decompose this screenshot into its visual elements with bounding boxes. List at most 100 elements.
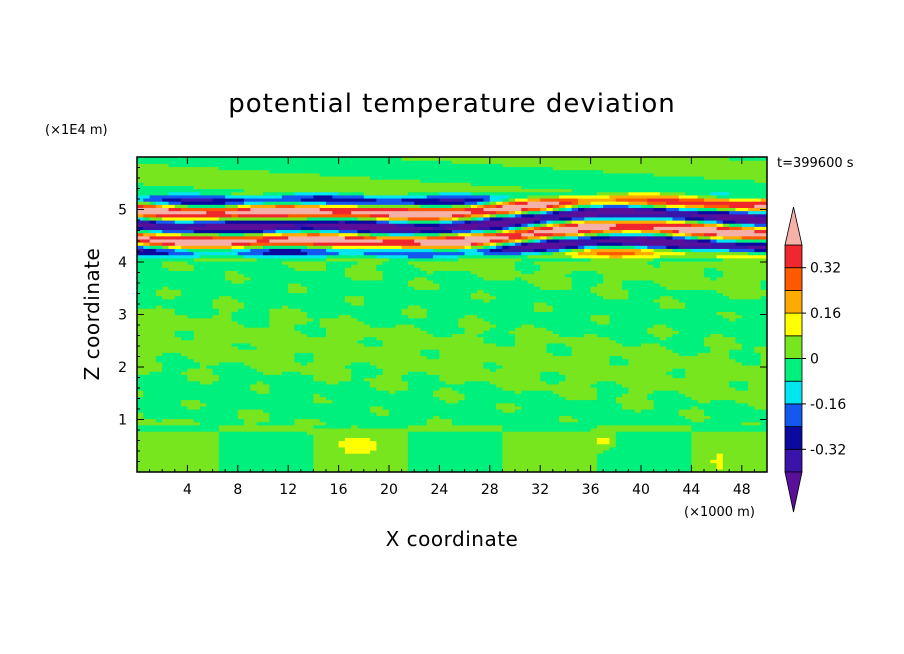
contour-cell	[187, 412, 195, 416]
contour-cell	[237, 330, 245, 334]
contour-cell	[351, 276, 359, 281]
contour-cell	[237, 371, 245, 375]
contour-cell	[407, 317, 415, 322]
contour-cell	[225, 210, 233, 215]
contour-cell	[206, 298, 214, 303]
contour-cell	[300, 358, 308, 363]
contour-cell	[250, 424, 258, 429]
contour-cell	[319, 424, 327, 429]
contour-cell	[263, 229, 270, 234]
contour-cell	[269, 465, 277, 470]
contour-cell	[338, 251, 346, 256]
contour-cell	[155, 361, 163, 366]
contour-cell	[401, 166, 409, 171]
contour-cell	[370, 308, 377, 312]
contour-cell	[187, 390, 195, 394]
contour-cell	[395, 204, 403, 208]
contour-cell	[200, 399, 207, 404]
contour-cell	[269, 242, 277, 246]
contour-cell	[231, 396, 239, 401]
contour-cell	[338, 349, 346, 353]
contour-cell	[338, 188, 346, 193]
contour-cell	[288, 172, 296, 177]
contour-cell	[193, 339, 201, 344]
contour-cell	[294, 273, 302, 278]
contour-cell	[382, 358, 390, 363]
contour-cell	[294, 163, 302, 168]
contour-cell	[263, 305, 270, 309]
contour-cell	[149, 333, 157, 338]
contour-cell	[382, 197, 390, 202]
contour-cell	[414, 226, 422, 231]
contour-cell	[149, 415, 157, 420]
contour-cell	[376, 238, 384, 243]
contour-cell	[294, 264, 302, 268]
contour-cell	[181, 459, 188, 464]
contour-cell	[313, 462, 321, 467]
contour-cell	[200, 418, 207, 423]
contour-cell	[143, 349, 151, 353]
contour-cell	[300, 368, 308, 372]
contour-cell	[294, 308, 302, 312]
contour-cell	[206, 456, 214, 460]
contour-cell	[401, 308, 409, 312]
contour-cell	[231, 216, 239, 221]
contour-cell	[275, 185, 283, 190]
contour-cell	[351, 204, 359, 208]
contour-cell	[137, 175, 144, 180]
contour-cell	[181, 194, 188, 199]
contour-cell	[332, 213, 340, 218]
contour-cell	[319, 254, 327, 259]
contour-cell	[231, 226, 239, 231]
contour-cell	[187, 254, 195, 259]
contour-cell	[395, 210, 403, 215]
contour-cell	[137, 412, 144, 416]
contour-cell	[338, 443, 346, 448]
contour-cell	[370, 364, 377, 369]
contour-cell	[401, 449, 409, 454]
contour-cell	[187, 188, 195, 193]
contour-cell	[237, 267, 245, 271]
contour-cell	[313, 232, 321, 237]
contour-cell	[269, 352, 277, 357]
contour-cell	[269, 349, 277, 353]
contour-cell	[168, 298, 176, 303]
contour-cell	[250, 431, 258, 435]
contour-cell	[187, 191, 195, 196]
contour-cell	[269, 437, 277, 442]
contour-cell	[376, 320, 384, 325]
contour-cell	[319, 364, 327, 369]
contour-cell	[319, 295, 327, 300]
contour-cell	[414, 292, 422, 297]
contour-cell	[300, 415, 308, 420]
contour-cell	[401, 443, 409, 448]
contour-cell	[288, 364, 296, 369]
contour-cell	[344, 182, 352, 186]
contour-cell	[376, 182, 384, 186]
contour-cell	[237, 459, 245, 464]
contour-cell	[307, 169, 314, 174]
contour-cell	[338, 166, 346, 171]
contour-cell	[218, 182, 226, 186]
contour-cell	[281, 449, 289, 454]
contour-cell	[319, 396, 327, 401]
contour-cell	[256, 402, 264, 407]
contour-cell	[319, 453, 327, 457]
contour-cell	[376, 443, 384, 448]
contour-cell	[319, 223, 327, 227]
contour-cell	[162, 169, 170, 174]
contour-cell	[288, 223, 296, 227]
contour-cell	[300, 175, 308, 180]
contour-cell	[143, 175, 151, 180]
contour-cell	[395, 207, 403, 212]
contour-cell	[281, 468, 289, 472]
contour-cell	[288, 235, 296, 240]
contour-cell	[326, 364, 333, 369]
contour-cell	[225, 386, 233, 391]
contour-cell	[332, 166, 340, 171]
contour-cell	[137, 449, 144, 454]
contour-cell	[206, 327, 214, 331]
contour-cell	[294, 405, 302, 410]
contour-cell	[168, 191, 176, 196]
contour-cell	[326, 197, 333, 202]
